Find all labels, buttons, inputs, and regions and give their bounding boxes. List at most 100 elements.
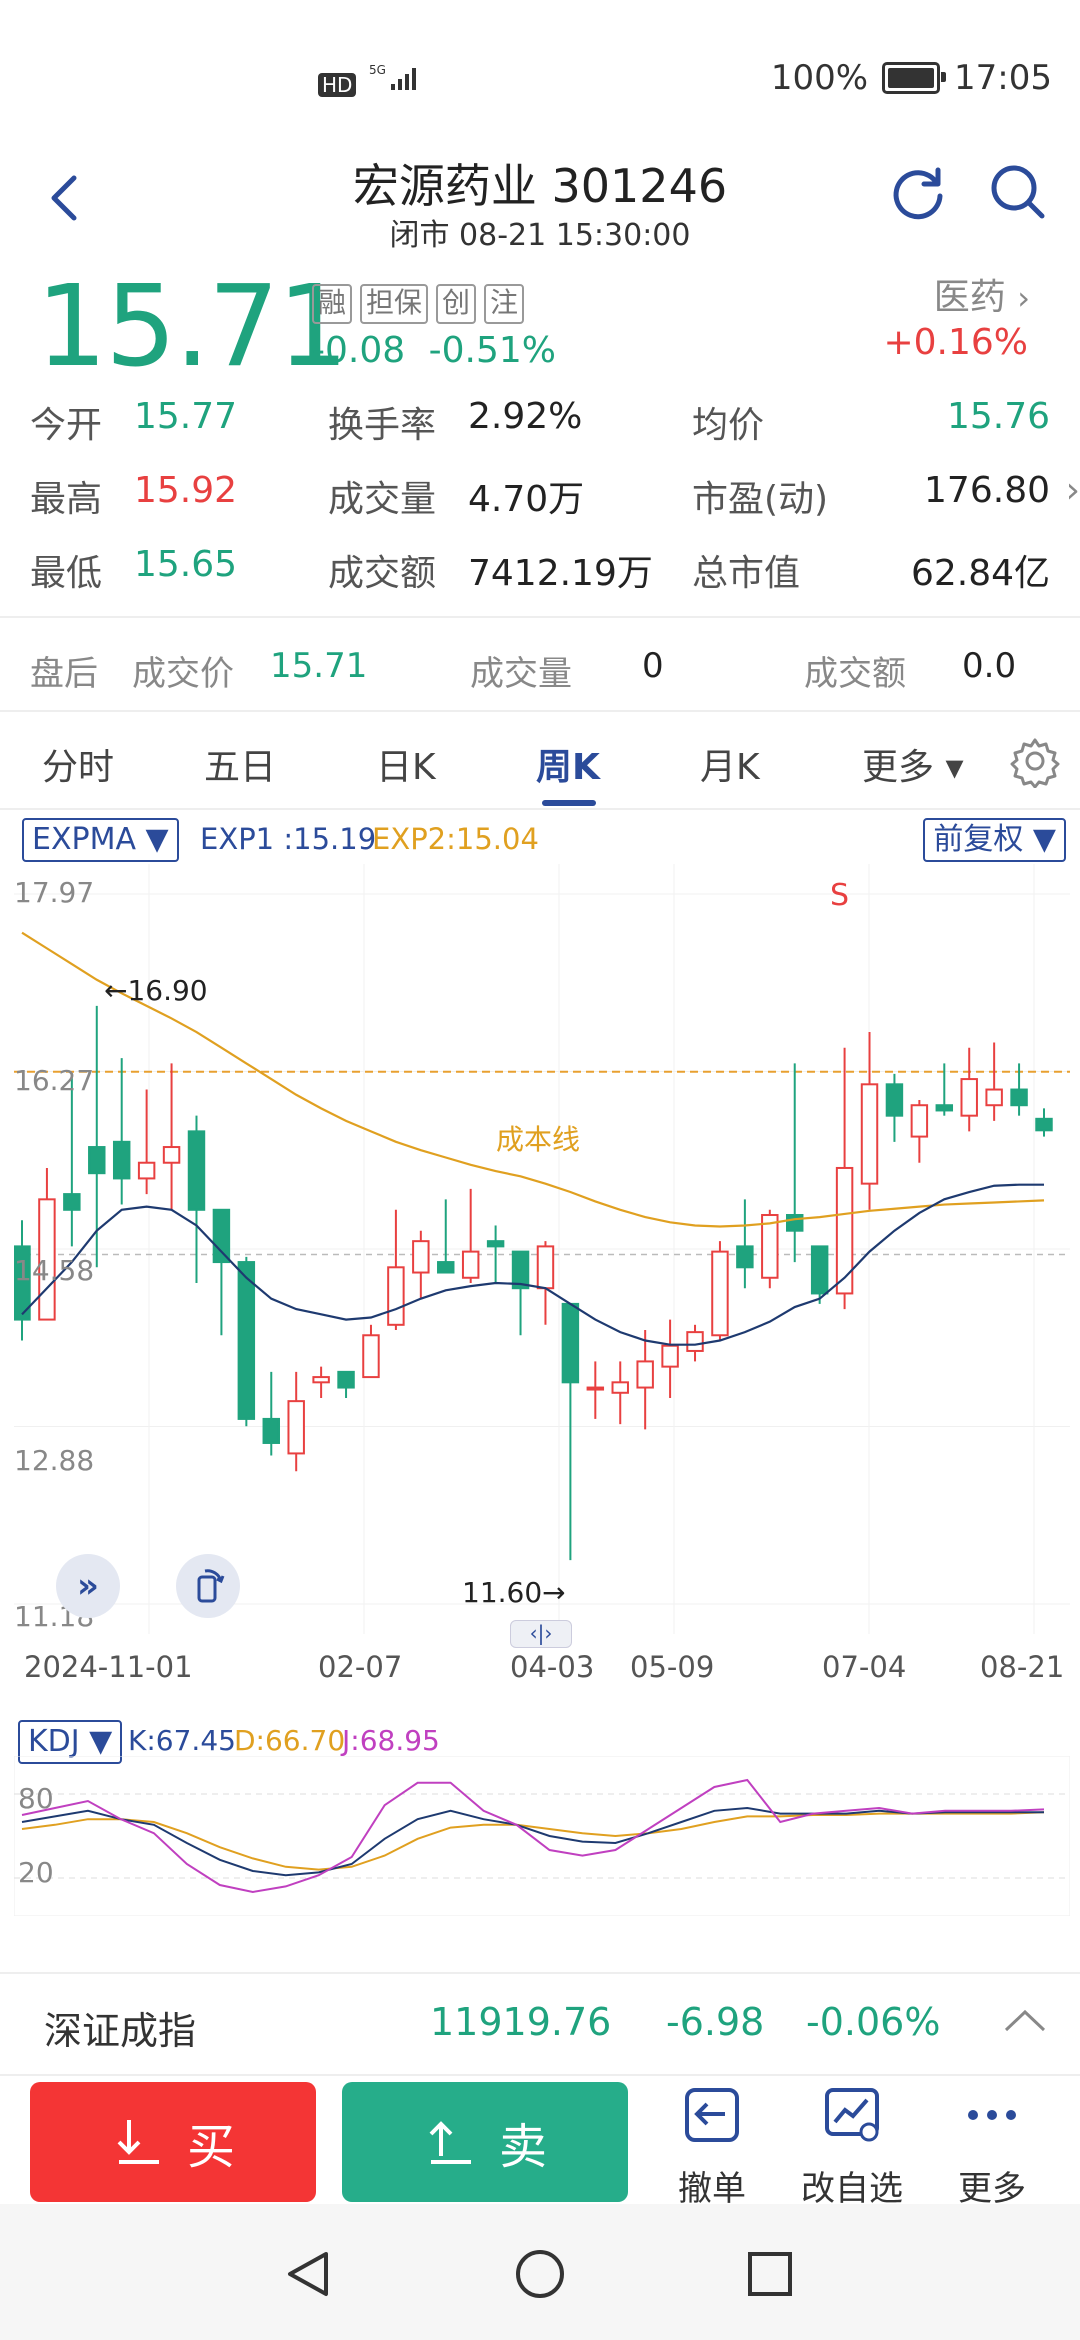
tab-intraday[interactable]: 分时 xyxy=(42,747,115,788)
stock-title: 宏源药业 301246 xyxy=(352,159,728,213)
y-tick-label: 17.97 xyxy=(14,876,95,909)
candle-body xyxy=(412,1240,430,1274)
nav-home-icon[interactable] xyxy=(514,2248,566,2304)
sell-signal-mark: S xyxy=(830,878,850,913)
date-tick: 08-21 xyxy=(980,1650,1065,1684)
after-price-label: 成交价 xyxy=(132,654,234,694)
index-ticker[interactable]: 深证成指 11919.76 -6.98 -0.06% xyxy=(0,1972,1080,2076)
fast-forward-icon[interactable]: » xyxy=(56,1554,120,1618)
tab-daily-k[interactable]: 日K xyxy=(376,747,436,788)
candle-body xyxy=(1010,1088,1028,1107)
stock-header: 宏源药业 301246 闭市 08-21 15:30:00 xyxy=(0,150,1080,260)
pe-ratio: 176.80 xyxy=(924,470,1050,511)
hd-icon: HD xyxy=(318,73,357,97)
buy-button[interactable]: 买 xyxy=(30,2082,316,2202)
status-right: 100% 17:05 xyxy=(771,58,1052,98)
low-annotation: 11.60→ xyxy=(462,1576,566,1609)
y-tick-label: 12.88 xyxy=(14,1444,95,1477)
chevron-up-icon[interactable] xyxy=(1000,1996,1050,2055)
candle-body xyxy=(486,1240,505,1248)
candle-body xyxy=(287,1400,305,1455)
cancel-order-icon xyxy=(685,2088,739,2142)
stats-row: 最高 15.92 成交量 4.70万 市盈(动) 176.80 › xyxy=(30,470,1080,530)
tab-more[interactable]: 更多 ▾ xyxy=(862,747,964,788)
chart-header: EXPMA ▼ EXP1 :15.19 EXP2:15.04 前复权 ▼ xyxy=(0,814,1080,864)
after-hours-row: 盘后 成交价 15.71 成交量 0 成交额 0.0 xyxy=(0,622,1080,712)
index-change: -6.98 xyxy=(666,2000,765,2044)
drag-handle-icon[interactable]: ‹|› xyxy=(510,1620,572,1648)
candle-body xyxy=(88,1146,106,1175)
active-tab-indicator xyxy=(542,800,596,806)
nav-recents-icon[interactable] xyxy=(744,2248,796,2304)
adjust-select[interactable]: 前复权 ▼ xyxy=(923,818,1066,862)
tab-weekly-k[interactable]: 周K xyxy=(536,747,600,788)
cancel-order-button[interactable]: 撤单 xyxy=(652,2084,772,2210)
candle-body xyxy=(985,1088,1003,1107)
candle-body xyxy=(885,1083,904,1117)
search-icon[interactable] xyxy=(986,160,1050,224)
after-price: 15.71 xyxy=(270,646,368,686)
sector-link[interactable]: 医药 › xyxy=(934,268,1030,320)
more-label: 更多 xyxy=(958,2169,1026,2209)
stat-label: 最高 xyxy=(30,479,103,520)
cost-line-label: 成本线 xyxy=(496,1123,581,1156)
candle-body xyxy=(810,1245,829,1295)
candle-body xyxy=(835,1166,854,1295)
stat-label: 均价 xyxy=(692,405,765,446)
network-indicator: HD 5G xyxy=(318,62,425,98)
stat-label: 成交额 xyxy=(328,553,437,594)
stat-label: 成交量 xyxy=(328,479,437,520)
exp2-value: EXP2:15.04 xyxy=(372,822,539,856)
volume: 4.70万 xyxy=(468,479,585,520)
rotate-screen-icon[interactable] xyxy=(176,1554,240,1618)
after-amt: 0.0 xyxy=(962,646,1017,686)
kdj-indicator-select[interactable]: KDJ ▼ xyxy=(18,1720,123,1764)
candle-body xyxy=(262,1417,280,1444)
kdj-d-value: D:66.70 xyxy=(234,1724,346,1757)
chevron-right-icon: › xyxy=(1017,279,1030,317)
stat-label: 总市值 xyxy=(692,553,801,594)
svg-text:5G: 5G xyxy=(369,63,386,77)
indicator-select[interactable]: EXPMA ▼ xyxy=(22,818,179,862)
kdj-tick-label: 80 xyxy=(18,1782,54,1815)
market-cap: 62.84亿 xyxy=(910,553,1050,594)
avg-price: 15.76 xyxy=(946,396,1050,437)
back-icon[interactable] xyxy=(40,168,96,224)
stats-row: 最低 15.65 成交额 7412.19万 总市值 62.84亿 xyxy=(30,544,1060,604)
candle-body xyxy=(38,1198,56,1321)
high-price: 15.92 xyxy=(134,470,238,511)
kdj-chart[interactable]: 80 20 xyxy=(13,1755,1071,1917)
tag-collateral: 担保 xyxy=(360,284,429,324)
candle-body xyxy=(312,1376,330,1384)
candlestick-chart[interactable]: 17.97 16.27 14.58 12.88 11.18 ←16.90 11.… xyxy=(13,864,1070,1634)
stats-row: 今开 15.77 换手率 2.92% 均价 15.76 xyxy=(30,396,1060,456)
sell-label: 卖 xyxy=(498,2119,547,2175)
open-price: 15.77 xyxy=(134,396,238,437)
sell-button[interactable]: 卖 xyxy=(342,2082,628,2202)
candle-body xyxy=(162,1146,181,1164)
edit-watchlist-icon xyxy=(825,2088,879,2142)
refresh-icon[interactable] xyxy=(886,160,950,224)
buy-icon xyxy=(117,2120,159,2164)
stat-label: 市盈(动) xyxy=(692,479,829,520)
candle-body xyxy=(661,1344,679,1368)
clock: 17:05 xyxy=(954,58,1052,98)
change-percent: -0.51% xyxy=(428,330,556,371)
settings-gear-icon[interactable] xyxy=(1008,734,1062,792)
tab-five-day[interactable]: 五日 xyxy=(204,747,277,788)
more-dots-icon xyxy=(968,2110,1016,2120)
candle-body xyxy=(362,1334,380,1379)
kdj-j-line xyxy=(21,1778,1045,1894)
exp1-line xyxy=(21,1183,1044,1346)
more-button[interactable]: 更多 xyxy=(932,2084,1052,2210)
divider xyxy=(0,710,1080,712)
candle-body xyxy=(536,1245,555,1290)
nav-back-icon[interactable] xyxy=(282,2248,334,2304)
kdj-k-line xyxy=(21,1806,1044,1877)
tab-monthly-k[interactable]: 月K xyxy=(700,747,760,788)
turnover-rate: 2.92% xyxy=(468,396,583,437)
edit-watchlist-button[interactable]: 改自选 xyxy=(792,2084,912,2210)
chevron-right-icon[interactable]: › xyxy=(1065,470,1080,511)
kdj-j-value: J:68.95 xyxy=(342,1724,440,1757)
candle-body xyxy=(437,1261,455,1274)
